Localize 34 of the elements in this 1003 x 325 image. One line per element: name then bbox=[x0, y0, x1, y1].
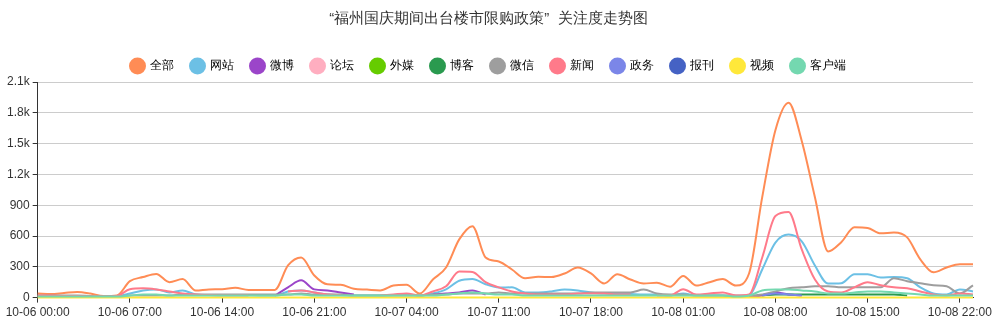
legend-label: 报刊 bbox=[688, 58, 714, 73]
y-tick-label: 900 bbox=[9, 197, 30, 212]
y-tick-label: 1.8k bbox=[6, 105, 31, 120]
legend-label: 全部 bbox=[149, 58, 174, 73]
x-tick-label: 10-06 14:00 bbox=[190, 305, 255, 320]
y-tick-label: 600 bbox=[9, 228, 30, 243]
x-tick-label: 10-06 07:00 bbox=[97, 305, 163, 320]
x-tick-label: 10-07 04:00 bbox=[374, 305, 439, 320]
legend-label: 博客 bbox=[449, 58, 474, 73]
x-tick-label: 10-08 22:00 bbox=[927, 305, 993, 320]
x-tick-label: 10-08 15:00 bbox=[835, 305, 900, 320]
legend-label: 网站 bbox=[209, 58, 234, 73]
line-series bbox=[36, 288, 974, 298]
y-tick-label: 1.2k bbox=[6, 166, 31, 181]
x-tick-label: 10-07 18:00 bbox=[558, 305, 624, 320]
line-series bbox=[36, 101, 974, 298]
legend-label: 视频 bbox=[749, 58, 774, 73]
y-tick-label: 300 bbox=[9, 259, 30, 274]
legend-label: 外媒 bbox=[389, 58, 414, 73]
legend-label: 微博 bbox=[269, 58, 294, 73]
x-tick-label: 10-07 11:00 bbox=[467, 305, 531, 320]
legend-label: 微信 bbox=[509, 58, 534, 73]
y-tick-label: 2.1k bbox=[6, 74, 31, 89]
y-tick-label: 0 bbox=[22, 289, 30, 304]
legend-label: 政务 bbox=[629, 58, 654, 73]
y-tick-label: 1.5k bbox=[6, 135, 31, 150]
x-tick-label: 10-08 08:00 bbox=[743, 305, 808, 320]
legend-label: 客户端 bbox=[809, 58, 846, 73]
legend-label: 新闻 bbox=[569, 58, 594, 73]
x-tick-label: 10-06 00:00 bbox=[5, 305, 71, 320]
x-tick-label: 10-08 01:00 bbox=[651, 305, 716, 320]
legend-label: 论坛 bbox=[329, 58, 354, 73]
x-tick-label: 10-06 21:00 bbox=[282, 305, 347, 320]
chart-title: “福州国庆期间出台楼市限购政策” 关注度走势图 bbox=[329, 9, 648, 27]
